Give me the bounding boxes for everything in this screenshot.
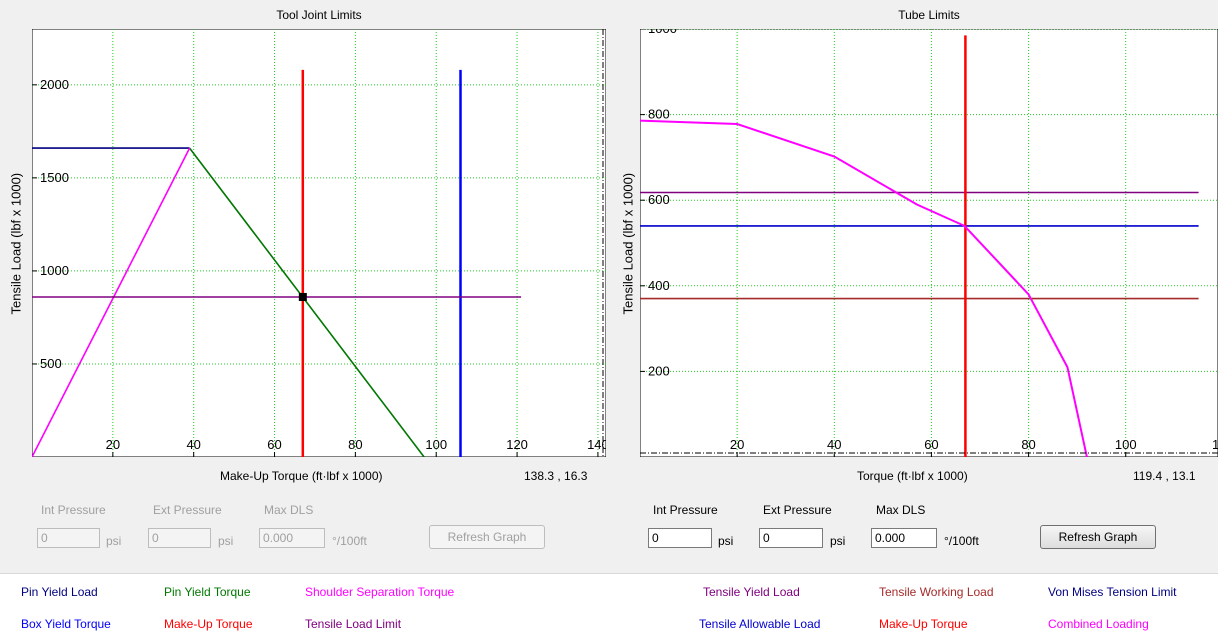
right-x-axis-label: Torque (ft·lbf x 1000) [857, 469, 968, 483]
left-x-tick-label: 40 [186, 437, 200, 452]
left-ext-pressure-unit: psi [218, 534, 234, 548]
left-series-pin-yield-torque [188, 147, 425, 457]
left-int-pressure-input[interactable] [37, 528, 100, 548]
legend-von-mises-tension-limit: Von Mises Tension Limit [1048, 585, 1177, 599]
left-x-tick-label: 20 [106, 437, 120, 452]
left-ext-pressure-input[interactable] [148, 528, 211, 548]
left-x-tick-label: 80 [348, 437, 362, 452]
left-y-axis-label: Tensile Load (lbf x 1000) [8, 172, 24, 315]
left-refresh-graph-button[interactable]: Refresh Graph [429, 525, 545, 549]
left-max-dls-unit: °/100ft [332, 534, 367, 548]
right-coordinate-readout: 119.4 , 13.1 [1133, 469, 1196, 483]
left-x-tick-label: 120 [506, 437, 528, 452]
left-int-pressure-label: Int Pressure [41, 503, 106, 517]
right-y-tick-label: 400 [648, 278, 670, 293]
left-max-dls-input[interactable] [259, 528, 325, 548]
left-y-tick-label: 1500 [40, 170, 69, 185]
legend-make-up-torque-right: Make-Up Torque [879, 617, 968, 631]
right-x-tick-label: 60 [924, 437, 938, 452]
right-max-dls-label: Max DLS [876, 503, 926, 517]
right-x-tick-label: 100 [1115, 437, 1137, 452]
left-max-dls-label: Max DLS [264, 503, 314, 517]
legend-box-yield-torque: Box Yield Torque [21, 617, 111, 631]
right-max-dls-unit: °/100ft [944, 534, 979, 548]
left-coordinate-readout: 138.3 , 16.3 [524, 469, 588, 483]
left-y-tick-label: 1000 [40, 263, 69, 278]
legend-tensile-allowable-load: Tensile Allowable Load [699, 617, 821, 631]
right-ext-pressure-unit: psi [830, 534, 846, 548]
right-y-tick-label: 200 [648, 363, 670, 378]
right-x-tick-label: 40 [827, 437, 841, 452]
legend-tensile-yield-load: Tensile Yield Load [703, 585, 800, 599]
right-int-pressure-unit: psi [718, 534, 734, 548]
right-chart-title: Tube Limits [898, 8, 960, 22]
left-y-tick-label: 2000 [40, 77, 69, 92]
right-ext-pressure-label: Ext Pressure [763, 503, 832, 517]
legend-shoulder-separation-torque: Shoulder Separation Torque [305, 585, 455, 599]
right-refresh-graph-button[interactable]: Refresh Graph [1040, 525, 1156, 549]
right-chart-plot: 20 40 60 80 100 120 200 400 600 800 1000 [640, 29, 1218, 457]
right-int-pressure-label: Int Pressure [653, 503, 718, 517]
right-x-tick-label: 120 [1212, 437, 1218, 452]
left-series-shoulder-separation-torque [32, 147, 191, 457]
right-ext-pressure-input[interactable] [759, 528, 823, 548]
right-y-tick-label: 1000 [648, 29, 677, 36]
left-x-axis-label: Make-Up Torque (ft·lbf x 1000) [220, 469, 383, 483]
right-plot-background [640, 29, 1218, 457]
legend-make-up-torque-left: Make-Up Torque [164, 617, 253, 631]
left-chart-title: Tool Joint Limits [276, 8, 362, 22]
left-x-tick-label: 60 [267, 437, 281, 452]
right-x-tick-label: 80 [1021, 437, 1035, 452]
left-x-tick-label: 140 [587, 437, 606, 452]
right-series-combined-loading [640, 119, 1088, 457]
legend-pin-yield-load: Pin Yield Load [21, 585, 98, 599]
legend-combined-loading: Combined Loading [1048, 617, 1149, 631]
left-intersection-marker [298, 292, 307, 301]
left-ext-pressure-label: Ext Pressure [153, 503, 222, 517]
legend-pin-yield-torque: Pin Yield Torque [164, 585, 251, 599]
right-int-pressure-input[interactable] [648, 528, 712, 548]
legend-area: Pin Yield Load Pin Yield Torque Shoulder… [0, 573, 1218, 637]
left-x-tick-label: 100 [425, 437, 447, 452]
right-y-tick-label: 800 [648, 107, 670, 122]
left-chart-plot: 204060801001201405001000150020002500 [32, 29, 606, 457]
left-y-tick-label: 500 [40, 356, 62, 371]
right-max-dls-input[interactable] [871, 528, 937, 548]
left-plot-background [32, 29, 606, 457]
left-int-pressure-unit: psi [106, 534, 122, 548]
right-x-tick-label: 20 [730, 437, 744, 452]
legend-tensile-load-limit: Tensile Load Limit [305, 617, 402, 631]
right-y-axis-label: Tensile Load (lbf x 1000) [620, 172, 636, 315]
legend-tensile-working-load: Tensile Working Load [879, 585, 994, 599]
right-y-tick-label: 600 [648, 192, 670, 207]
